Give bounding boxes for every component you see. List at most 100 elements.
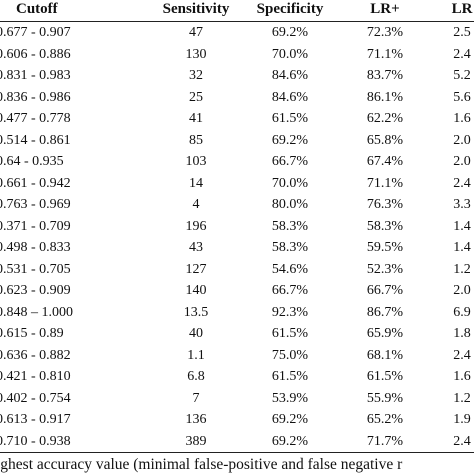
table-cell: 61.5% xyxy=(271,369,309,384)
table-cell: 389 xyxy=(185,433,207,449)
table-cell: 5.2 xyxy=(453,68,471,83)
table-cell: 3.3 xyxy=(453,197,471,212)
table-cell: 2.4 xyxy=(453,433,471,449)
table-cell: 25 xyxy=(189,89,203,105)
table-cell: 140 xyxy=(185,283,207,298)
table-cell: 71.1% xyxy=(366,46,404,62)
table-cell: 130 xyxy=(185,46,207,62)
table-cell: 0.421 - 0.810 xyxy=(0,369,71,384)
table-cell: 4 xyxy=(192,197,200,212)
table-cell: 71.1% xyxy=(366,175,404,191)
table-cell: 85 xyxy=(189,132,203,148)
table-cell: 6.8 xyxy=(187,369,205,384)
table-cell: 47 xyxy=(189,25,203,40)
table-cell: 1.4 xyxy=(453,240,471,255)
table-cell: 103 xyxy=(185,154,207,169)
table-cell: 0.615 - 0.89 xyxy=(0,326,64,341)
table-cell: 69.2% xyxy=(271,412,309,427)
table-cell: 2.4 xyxy=(453,175,471,191)
table-cell: 0.677 - 0.907 xyxy=(0,25,71,40)
table-cell: 0.710 - 0.938 xyxy=(0,433,71,449)
table-cell: 0.64 - 0.935 xyxy=(0,154,64,169)
table-cell: 58.3% xyxy=(271,240,309,255)
table-cell: 83.7% xyxy=(366,68,404,83)
table-cell: 66.7% xyxy=(271,283,309,298)
table-cell: 43 xyxy=(189,240,203,255)
table-cell: 0.514 - 0.861 xyxy=(0,132,71,148)
table-cell: 136 xyxy=(185,412,207,427)
table-cell: 13.5 xyxy=(183,304,209,320)
table-cell: 84.6% xyxy=(271,89,309,105)
table-cell: 32 xyxy=(189,68,203,83)
column-header: Cutoff xyxy=(16,1,58,17)
table-cell: 0.848 – 1.000 xyxy=(0,304,73,320)
table-cell: 0.661 - 0.942 xyxy=(0,175,71,191)
table-cell: 2.0 xyxy=(453,283,471,298)
table-cell: 69.2% xyxy=(271,433,309,449)
table-cell: 55.9% xyxy=(366,390,404,406)
table-cell: 6.9 xyxy=(453,304,471,320)
table-cell: 84.6% xyxy=(271,68,309,83)
column-header: LR xyxy=(451,1,473,17)
table-cell: 1.6 xyxy=(453,369,471,384)
header-rule xyxy=(0,21,474,22)
column-header: LR+ xyxy=(370,1,400,17)
bottom-rule xyxy=(0,452,474,453)
table-cell: 65.8% xyxy=(366,132,404,148)
table-cell: 66.7% xyxy=(271,154,309,169)
table-cell: 61.5% xyxy=(271,326,309,341)
table-cell: 1.9 xyxy=(453,412,471,427)
table-cell: 14 xyxy=(189,175,203,191)
table-cell: 86.7% xyxy=(366,304,404,320)
table-cell: 0.606 - 0.886 xyxy=(0,46,71,62)
table-cell: 1.2 xyxy=(453,390,471,406)
footnote: ighest accuracy value (minimal false-pos… xyxy=(0,456,403,473)
table-cell: 2.0 xyxy=(453,154,471,169)
table-cell: 66.7% xyxy=(366,283,404,298)
column-header: Sensitivity xyxy=(162,1,230,17)
table-cell: 0.763 - 0.969 xyxy=(0,197,71,212)
table-cell: 0.402 - 0.754 xyxy=(0,390,71,406)
column-header: Specificity xyxy=(256,1,324,17)
table-cell: 0.636 - 0.882 xyxy=(0,347,71,363)
table-cell: 0.477 - 0.778 xyxy=(0,111,71,126)
table-cell: 0.831 - 0.983 xyxy=(0,68,71,83)
table-cell: 68.1% xyxy=(366,347,404,363)
table-cell: 2.4 xyxy=(453,347,471,363)
table-cell: 54.6% xyxy=(271,261,309,277)
table-cell: 1.6 xyxy=(453,111,471,126)
table-cell: 67.4% xyxy=(366,154,404,169)
table-cell: 127 xyxy=(185,261,207,277)
table-cell: 52.3% xyxy=(366,261,404,277)
table-cell: 71.7% xyxy=(366,433,404,449)
table-cell: 92.3% xyxy=(271,304,309,320)
table-cell: 0.531 - 0.705 xyxy=(0,261,71,277)
table-cell: 196 xyxy=(185,218,207,234)
table-cell: 2.4 xyxy=(453,46,471,62)
table-cell: 58.3% xyxy=(271,218,309,234)
table-cell: 86.1% xyxy=(366,89,404,105)
table-cell: 41 xyxy=(189,111,203,126)
table-cell: 1.8 xyxy=(453,326,471,341)
table-cell: 65.2% xyxy=(366,412,404,427)
table-cell: 5.6 xyxy=(453,89,471,105)
table-cell: 59.5% xyxy=(366,240,404,255)
table-cell: 58.3% xyxy=(366,218,404,234)
table-cell: 0.498 - 0.833 xyxy=(0,240,71,255)
table-cell: 62.2% xyxy=(366,111,404,126)
table-cell: 0.836 - 0.986 xyxy=(0,89,71,105)
table-cell: 61.5% xyxy=(271,111,309,126)
table-cell: 53.9% xyxy=(271,390,309,406)
table-cell: 1.4 xyxy=(453,218,471,234)
table-cell: 70.0% xyxy=(271,46,309,62)
table-cell: 0.371 - 0.709 xyxy=(0,218,71,234)
table-cell: 2.5 xyxy=(453,25,471,40)
table-cell: 1.1 xyxy=(187,347,205,363)
table-cell: 0.613 - 0.917 xyxy=(0,412,71,427)
table-cell: 69.2% xyxy=(271,25,309,40)
table-cell: 69.2% xyxy=(271,132,309,148)
table-cell: 72.3% xyxy=(366,25,404,40)
table-cell: 0.623 - 0.909 xyxy=(0,283,71,298)
table-cell: 65.9% xyxy=(366,326,404,341)
